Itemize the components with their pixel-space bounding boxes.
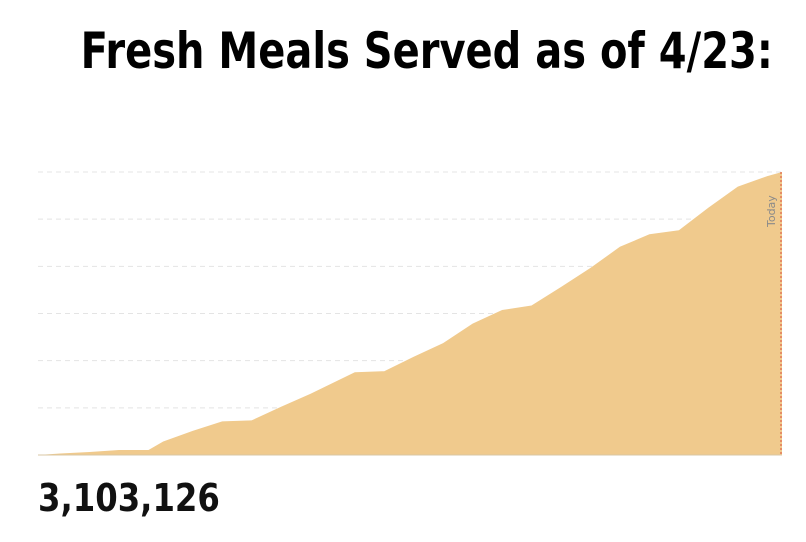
chart-title: Fresh Meals Served as of 4/23: <box>80 22 773 80</box>
today-label: Today <box>765 195 778 228</box>
total-meals-count: 3,103,126 <box>38 476 220 520</box>
meals-area-series <box>38 172 782 455</box>
